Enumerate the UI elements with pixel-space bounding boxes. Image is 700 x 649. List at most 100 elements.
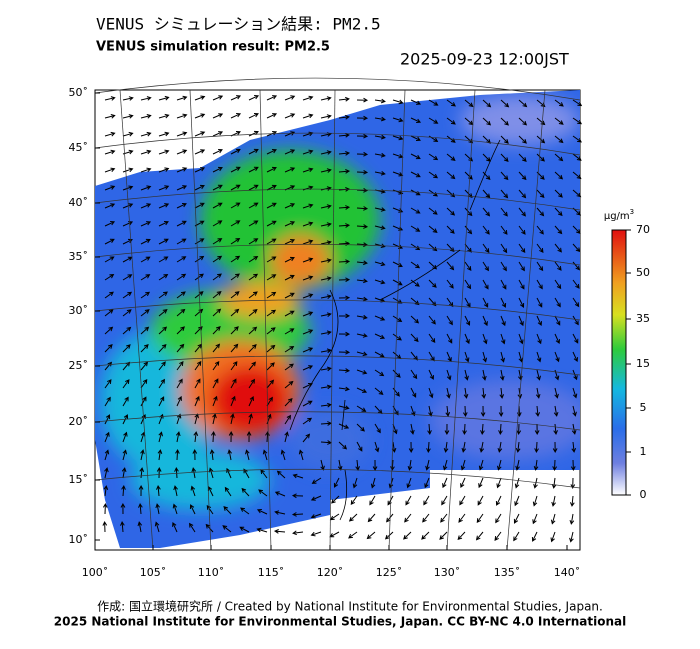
wind-arrow bbox=[405, 495, 412, 506]
wind-arrow bbox=[374, 261, 386, 267]
wind-arrow bbox=[122, 344, 131, 353]
wind-arrow bbox=[176, 273, 187, 281]
wind-arrow bbox=[481, 387, 487, 399]
wind-arrow bbox=[514, 495, 520, 507]
wind-arrow bbox=[173, 485, 178, 497]
wind-arrow bbox=[104, 131, 116, 137]
wind-arrow bbox=[158, 149, 170, 155]
wind-arrow bbox=[410, 315, 420, 324]
wind-arrow bbox=[464, 261, 472, 271]
wind-arrow bbox=[500, 297, 507, 308]
wind-arrow bbox=[302, 433, 311, 443]
wind-arrow bbox=[338, 386, 350, 392]
wind-arrow bbox=[104, 431, 110, 443]
wind-arrow bbox=[531, 531, 538, 542]
wind-arrow bbox=[230, 255, 241, 263]
wind-arrow bbox=[104, 344, 113, 353]
wind-arrow bbox=[392, 387, 400, 397]
wind-arrow bbox=[120, 520, 125, 533]
wind-arrow bbox=[572, 369, 578, 381]
wind-arrow bbox=[462, 405, 468, 418]
wind-arrow bbox=[302, 203, 314, 209]
wind-arrow bbox=[569, 513, 575, 525]
wind-arrow bbox=[223, 506, 232, 515]
graticule bbox=[94, 77, 581, 551]
wind-arrow bbox=[104, 467, 109, 479]
wind-arrow bbox=[518, 243, 526, 254]
wind-arrow bbox=[356, 151, 369, 157]
wind-arrow bbox=[446, 189, 456, 198]
wind-arrow bbox=[176, 361, 184, 371]
wind-arrow bbox=[422, 513, 430, 523]
wind-arrow bbox=[410, 423, 415, 435]
wind-arrow bbox=[122, 203, 134, 209]
wind-arrow bbox=[497, 441, 503, 453]
wind-arrow bbox=[157, 449, 163, 461]
wind-arrow bbox=[356, 260, 368, 266]
wind-arrow bbox=[500, 333, 506, 345]
wind-arrow bbox=[158, 203, 170, 209]
wind-arrow bbox=[446, 171, 456, 180]
wind-arrow bbox=[536, 261, 544, 272]
wind-arrow bbox=[158, 396, 165, 407]
wind-arrow bbox=[302, 329, 314, 335]
wind-arrow bbox=[440, 513, 448, 523]
wind-arrow bbox=[158, 113, 170, 119]
wind-arrow bbox=[291, 512, 304, 517]
wind-arrow bbox=[284, 328, 295, 335]
wind-arrow bbox=[460, 459, 466, 471]
wind-arrow bbox=[256, 509, 268, 515]
wind-arrow bbox=[212, 131, 224, 137]
wind-arrow bbox=[194, 378, 201, 389]
wind-arrow bbox=[194, 202, 205, 209]
wind-arrow bbox=[248, 184, 259, 191]
colorbar-tick-label: 50 bbox=[636, 266, 650, 279]
wind-arrow bbox=[140, 309, 150, 317]
colorbar-ticks: 70 50 35 15 5 1 0 bbox=[626, 223, 650, 501]
wind-arrow bbox=[350, 495, 358, 506]
wind-arrow bbox=[140, 149, 152, 155]
wind-arrow bbox=[122, 309, 132, 317]
wind-arrow bbox=[446, 261, 455, 271]
wind-arrow bbox=[464, 351, 470, 363]
wind-arrow bbox=[482, 225, 490, 235]
wind-arrow bbox=[266, 166, 277, 173]
wind-arrow bbox=[498, 405, 504, 418]
wind-arrow bbox=[206, 504, 214, 515]
wind-arrow bbox=[280, 449, 286, 461]
wind-arrow bbox=[230, 308, 240, 317]
wind-arrow bbox=[230, 95, 242, 101]
wind-arrow bbox=[266, 220, 277, 227]
lon-tick-label: 125˚ bbox=[376, 566, 403, 579]
wind-arrow bbox=[374, 351, 385, 358]
wind-arrow bbox=[446, 279, 454, 289]
wind-arrow bbox=[446, 153, 456, 161]
wind-arrow bbox=[104, 167, 116, 173]
wind-arrow bbox=[122, 326, 132, 335]
wind-arrow bbox=[266, 184, 277, 191]
wind-arrow bbox=[248, 130, 259, 137]
wind-arrow bbox=[500, 225, 508, 235]
wind-arrow bbox=[536, 243, 544, 253]
wind-arrow bbox=[464, 207, 473, 217]
wind-arrow bbox=[572, 351, 578, 363]
wind-arrow bbox=[248, 413, 253, 425]
wind-arrow bbox=[423, 495, 430, 506]
wind-arrow bbox=[500, 351, 505, 363]
wind-arrow bbox=[479, 441, 485, 453]
wind-arrow bbox=[500, 207, 508, 217]
wind-arrow bbox=[310, 531, 322, 537]
wind-arrow bbox=[338, 331, 351, 337]
wind-arrow bbox=[156, 484, 161, 497]
wind-arrow bbox=[444, 423, 450, 436]
wind-arrow bbox=[500, 243, 508, 254]
wind-arrow bbox=[266, 113, 278, 119]
wind-arrow bbox=[266, 256, 277, 263]
wind-arrow bbox=[102, 520, 108, 533]
wind-arrow bbox=[284, 380, 294, 389]
wind-arrow bbox=[518, 153, 527, 162]
wind-arrow bbox=[158, 95, 170, 101]
unit: μg/m bbox=[604, 211, 630, 222]
wind-arrow bbox=[459, 495, 466, 506]
lon-tick-label: 130˚ bbox=[434, 566, 461, 579]
